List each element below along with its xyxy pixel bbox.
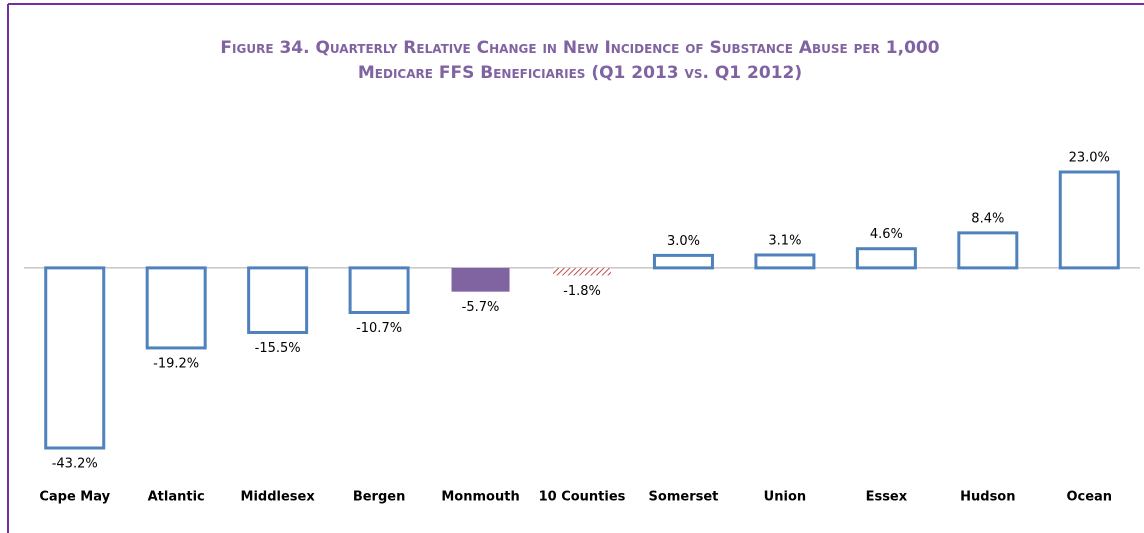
value-label: -5.7%: [462, 300, 500, 315]
chart-title: Figure 34. Quarterly Relative Change in …: [220, 38, 940, 83]
x-tick-label: Cape May: [39, 490, 110, 505]
x-tick-label: Middlesex: [241, 490, 316, 505]
bar: [44, 266, 106, 450]
value-label: 23.0%: [1069, 151, 1110, 166]
bar: [855, 247, 917, 270]
value-label: -1.8%: [563, 284, 601, 299]
value-label: 8.4%: [971, 211, 1004, 226]
bar: [247, 266, 309, 335]
bar: [754, 253, 816, 270]
value-label: -15.5%: [255, 341, 301, 356]
value-label: -43.2%: [52, 457, 98, 472]
x-tick-label: Monmouth: [441, 490, 519, 505]
value-label: 3.1%: [768, 233, 801, 248]
value-label: -10.7%: [356, 321, 402, 336]
x-tick-label: Hudson: [960, 490, 1015, 505]
bar: [451, 267, 510, 292]
x-tick-label: Union: [764, 490, 806, 505]
x-tick-label: Somerset: [649, 490, 719, 505]
x-tick-label: Essex: [866, 490, 908, 505]
bar: [348, 266, 410, 315]
value-label: -19.2%: [153, 356, 199, 371]
value-label: 4.6%: [870, 227, 903, 242]
x-tick-label: Bergen: [353, 490, 406, 505]
bar: [957, 231, 1019, 270]
x-tick-label: Atlantic: [148, 490, 205, 505]
bar: [553, 267, 611, 276]
bar: [652, 253, 714, 270]
x-tick-label: Ocean: [1066, 490, 1112, 505]
bar: [1058, 170, 1120, 270]
value-label: 3.0%: [667, 234, 700, 249]
x-tick-label: 10 Counties: [539, 490, 626, 505]
bar: [145, 266, 207, 350]
